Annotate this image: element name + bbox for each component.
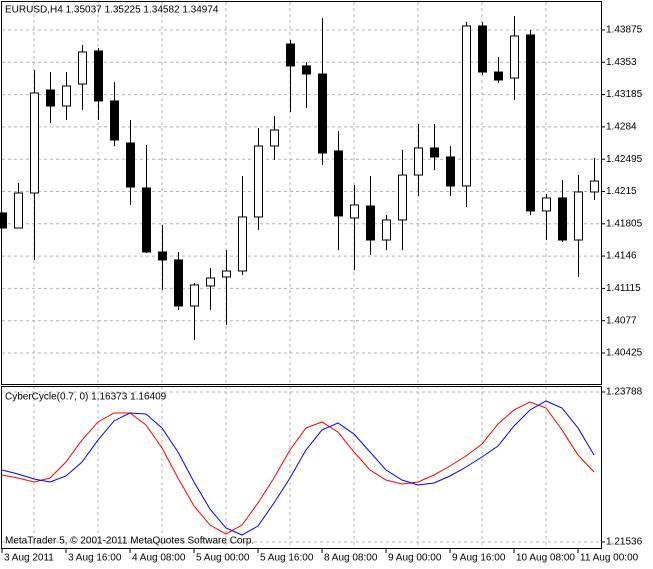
candle-body [126,142,135,188]
y-tick-label: 1.40425 [606,348,643,359]
candle-body [30,92,39,194]
y-tick-label: 1.23788 [606,387,643,398]
candle-body [238,216,247,272]
candle-body [510,35,519,79]
y-tick-label: 1.42495 [606,154,643,165]
x-tick-label: 4 Aug 08:00 [132,553,186,564]
candle-body [462,25,471,187]
indicator-line [1,401,595,535]
x-tick-label: 9 Aug 16:00 [452,553,506,564]
x-tick-label: 11 Aug 00:00 [580,553,639,564]
indicator-title: CyberCycle(0.7, 0) 1.16373 1.16409 [5,392,167,403]
x-tick-label: 9 Aug 00:00 [388,553,442,564]
chart-title: EURUSD,H4 1.35037 1.35225 1.34582 1.3497… [5,5,219,16]
candle-body [494,71,503,81]
candle-body [142,187,151,253]
candle-body [558,197,567,241]
x-tick-label: 5 Aug 00:00 [196,553,250,564]
indicator-panel-frame [1,386,602,549]
candle-body [158,251,167,261]
candle-body [350,204,359,219]
y-tick-label: 1.41805 [606,218,643,229]
candle-body [190,284,199,307]
x-tick-label: 3 Aug 16:00 [68,553,122,564]
candle-body [526,34,535,212]
candle-body [302,65,311,75]
y-tick-label: 1.43185 [606,89,643,100]
candle-body [574,191,583,241]
candle-body [110,100,119,141]
candle-body [94,50,103,102]
candle-body [206,277,215,287]
candle-body [334,150,343,217]
x-tick-label: 10 Aug 08:00 [516,553,575,564]
candle-body [590,180,599,193]
x-tick-label: 8 Aug 08:00 [324,553,378,564]
y-tick-label: 1.43875 [606,25,643,36]
grid-layer [2,2,601,548]
candle-body [46,89,55,107]
candle-body [366,205,375,241]
candle-body [478,25,487,73]
y-tick-label: 1.4215 [606,186,637,197]
candle-body [382,219,391,241]
y-tick-label: 1.21536 [606,537,643,548]
candle-body [398,174,407,221]
candle-body [286,43,295,67]
y-tick-label: 1.4146 [606,251,637,262]
y-tick-label: 1.4077 [606,315,637,326]
candle-body [446,156,455,187]
candle-body [430,147,439,158]
candle-body [542,197,551,212]
footer: MetaTrader 5, © 2001-2011 MetaQuotes Sof… [5,536,254,547]
main-panel-frame [1,1,602,385]
candle-body [270,129,279,147]
candle-body [62,85,71,107]
y-tick-label: 1.4353 [606,57,637,68]
candle-body [222,270,231,278]
y-tick-label: 1.4284 [606,122,637,133]
candle-body [414,147,423,176]
x-tick-label: 3 Aug 2011 [4,553,54,564]
candle-body [0,212,7,229]
candle-body [14,192,23,229]
candle-body [174,259,183,307]
y-tick-label: 1.41115 [606,283,641,294]
candle-body [78,51,87,85]
candle-body [318,73,327,154]
indicator-line [1,400,595,536]
x-tick-label: 5 Aug 16:00 [260,553,314,564]
candle-body [254,145,263,218]
